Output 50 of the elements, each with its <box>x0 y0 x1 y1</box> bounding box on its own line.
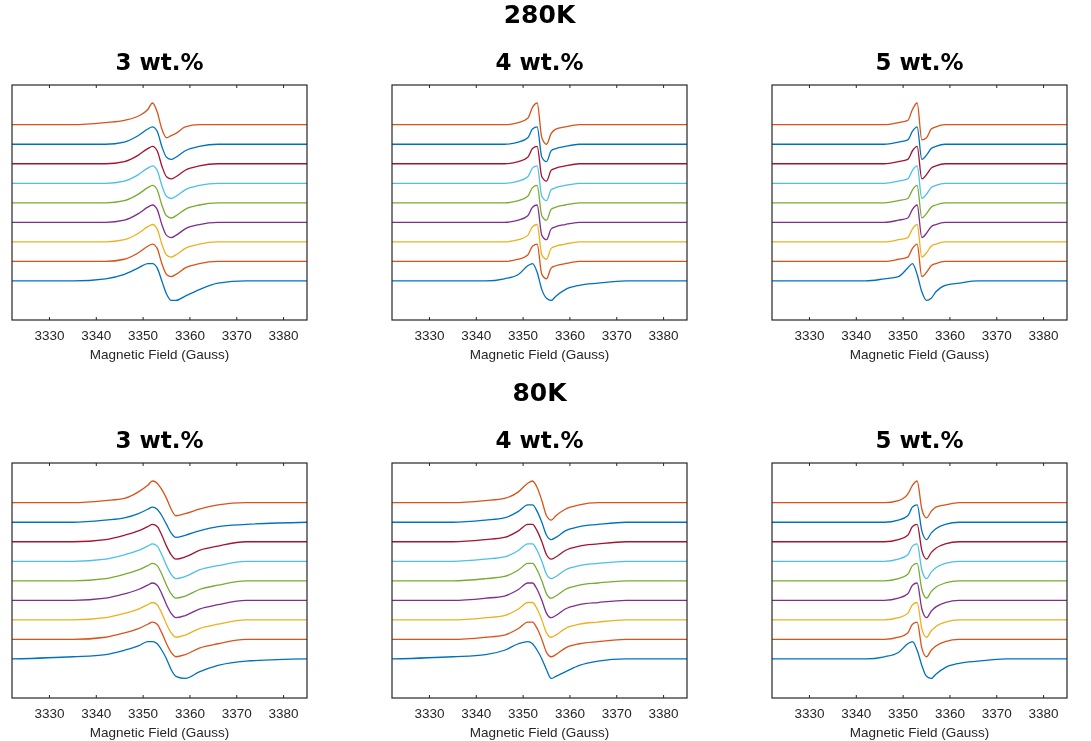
x-tick-label: 3360 <box>934 706 965 721</box>
x-tick-label: 3370 <box>601 328 632 343</box>
x-tick-label: 3330 <box>794 706 825 721</box>
x-tick-label: 3340 <box>841 706 872 721</box>
x-tick-label: 3340 <box>461 328 492 343</box>
x-tick-label: 3330 <box>414 328 445 343</box>
x-axis-title: Magnetic Field (Gauss) <box>469 725 610 740</box>
chart-title: 3 wt.% <box>115 427 204 453</box>
text: 280K <box>503 0 577 29</box>
x-tick-label: 3340 <box>461 706 492 721</box>
x-tick-label: 3340 <box>81 328 112 343</box>
chart-title: 4 wt.% <box>495 49 584 75</box>
x-axis-title: Magnetic Field (Gauss) <box>849 347 990 362</box>
x-tick-label: 3380 <box>648 328 679 343</box>
x-tick-label: 3370 <box>981 706 1012 721</box>
x-tick-label: 3350 <box>128 706 159 721</box>
x-tick-label: 3340 <box>841 328 872 343</box>
x-tick-label: 3330 <box>34 328 65 343</box>
x-tick-label: 3340 <box>81 706 112 721</box>
x-tick-label: 3360 <box>554 328 585 343</box>
x-tick-label: 3380 <box>1028 706 1059 721</box>
x-axis-title: Magnetic Field (Gauss) <box>89 347 230 362</box>
chart-title: 4 wt.% <box>495 427 584 453</box>
chart-title: 5 wt.% <box>875 427 964 453</box>
x-tick-label: 3380 <box>1028 328 1059 343</box>
x-tick-label: 3370 <box>221 328 252 343</box>
x-tick-label: 3360 <box>934 328 965 343</box>
x-tick-label: 3360 <box>554 706 585 721</box>
x-tick-label: 3330 <box>794 328 825 343</box>
x-tick-label: 3350 <box>888 706 919 721</box>
x-tick-label: 3380 <box>648 706 679 721</box>
chart-title: 5 wt.% <box>875 49 964 75</box>
x-tick-label: 3380 <box>268 328 299 343</box>
x-axis-title: Magnetic Field (Gauss) <box>469 347 610 362</box>
x-tick-label: 3370 <box>981 328 1012 343</box>
x-tick-label: 3380 <box>268 706 299 721</box>
text: 80K <box>512 378 569 407</box>
x-tick-label: 3370 <box>221 706 252 721</box>
x-tick-label: 3360 <box>174 328 205 343</box>
x-tick-label: 3350 <box>508 328 539 343</box>
x-axis-title: Magnetic Field (Gauss) <box>89 725 230 740</box>
x-tick-label: 3360 <box>174 706 205 721</box>
x-tick-label: 3330 <box>414 706 445 721</box>
x-tick-label: 3370 <box>601 706 632 721</box>
x-tick-label: 3350 <box>508 706 539 721</box>
x-tick-label: 3350 <box>128 328 159 343</box>
x-axis-title: Magnetic Field (Gauss) <box>849 725 990 740</box>
x-tick-label: 3350 <box>888 328 919 343</box>
chart-title: 3 wt.% <box>115 49 204 75</box>
x-tick-label: 3330 <box>34 706 65 721</box>
